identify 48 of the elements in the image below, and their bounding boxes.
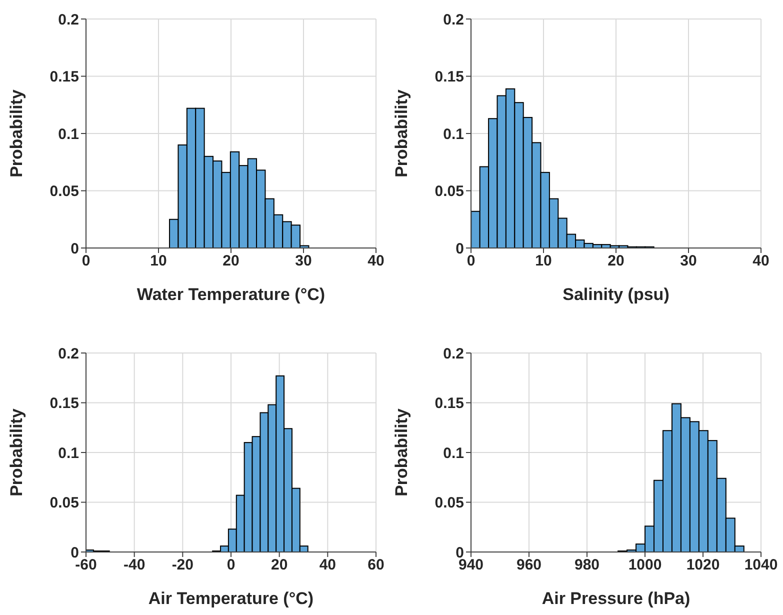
x-tick-label: 30 <box>680 252 697 270</box>
y-tick-label: 0.05 <box>434 183 464 200</box>
x-axis-title: Water Temperature (°C) <box>136 285 326 304</box>
y-tick-label: 0.1 <box>443 126 464 143</box>
y-axis-title: Probability <box>392 408 412 496</box>
x-tick-label: 40 <box>752 252 770 270</box>
y-tick-label: 0.2 <box>58 345 79 362</box>
y-axis-title: Probability <box>7 89 26 178</box>
y-tick-label: 0 <box>70 240 79 258</box>
y-tick-label: 0.15 <box>50 395 79 412</box>
x-axis-title: Air Temperature (°C) <box>148 589 314 608</box>
x-tick-label: 20 <box>222 252 240 270</box>
x-tick-label: -40 <box>123 556 146 574</box>
x-tick-label: 40 <box>319 556 336 574</box>
x-tick-label: 960 <box>516 556 542 574</box>
y-tick-label: 0.2 <box>443 11 464 28</box>
x-axis-title: Salinity (psu) <box>562 285 670 304</box>
x-tick-label: 1040 <box>744 556 778 574</box>
x-tick-label: 1020 <box>686 556 720 574</box>
x-tick-label: 40 <box>368 252 384 270</box>
y-tick-label: 0.15 <box>434 68 464 86</box>
y-tick-label: 0.2 <box>58 11 79 28</box>
y-tick-label: 0.1 <box>58 444 79 462</box>
x-tick-label: 10 <box>535 252 552 270</box>
y-tick-label: 0.15 <box>50 68 79 86</box>
y-tick-label: 0.05 <box>434 494 464 512</box>
x-tick-label: 20 <box>270 556 288 574</box>
y-tick-label: 0.15 <box>434 395 464 412</box>
y-axis-title: Probability <box>7 408 26 496</box>
y-tick-label: 0.05 <box>50 494 79 512</box>
x-tick-label: -20 <box>172 556 194 574</box>
x-tick-label: 0 <box>226 556 236 574</box>
x-tick-label: 20 <box>608 252 624 270</box>
y-tick-label: 0.1 <box>443 444 464 462</box>
x-tick-label: 60 <box>368 556 384 574</box>
x-tick-label: 10 <box>150 252 167 270</box>
x-tick-label: 980 <box>574 556 600 574</box>
x-tick-label: 0 <box>82 252 90 270</box>
y-tick-label: 0 <box>456 240 464 258</box>
x-axis-title: Air Pressure (hPa) <box>542 589 690 608</box>
x-tick-label: 1000 <box>628 556 662 574</box>
y-tick-label: 0.05 <box>50 183 79 200</box>
x-tick-label: 940 <box>458 556 484 574</box>
y-axis-title: Probability <box>392 89 412 178</box>
x-tick-label: 0 <box>466 252 476 270</box>
x-tick-label: 30 <box>295 252 312 270</box>
y-tick-label: 0.2 <box>443 345 464 362</box>
y-tick-label: 0.1 <box>58 126 79 143</box>
